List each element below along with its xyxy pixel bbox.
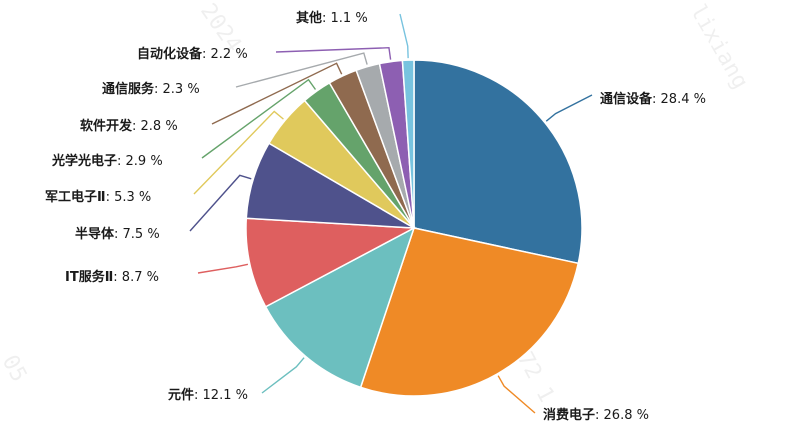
pie-slice: [401, 59, 415, 229]
watermark-left-bottom: 05: [0, 351, 31, 386]
leader-line: [261, 357, 305, 394]
leader-line: [211, 62, 343, 125]
leader-line: [497, 375, 536, 414]
slice-labels: 通信设备: 28.4 % 消费电子: 26.8 % 元件: 12.1 % IT服务Ⅱ:…: [45, 10, 706, 423]
leader-line: [545, 94, 593, 122]
pie-slice: [413, 59, 583, 265]
slice-label: 半导体: 7.5 %: [75, 226, 160, 242]
slice-label: 光学光电子: 2.9 %: [51, 153, 163, 169]
leader-line: [197, 263, 249, 274]
leader-line: [201, 78, 317, 159]
slice-label: 通信服务: 2.3 %: [102, 81, 200, 97]
slice-label: 软件开发: 2.8 %: [80, 118, 178, 134]
pie-slice: [245, 217, 417, 308]
leader-line: [399, 13, 409, 59]
pie-slice: [264, 226, 416, 389]
slice-label: 元件: 12.1 %: [168, 387, 248, 403]
slice-label: 通信设备: 28.4 %: [600, 91, 706, 107]
leader-line: [275, 47, 392, 60]
slice-label: 消费电子: 26.8 %: [543, 407, 649, 423]
slice-label: 其他: 1.1 %: [296, 10, 368, 26]
leader-lines: [189, 13, 593, 414]
pie-slices: [245, 59, 583, 397]
pie-slice: [359, 227, 580, 397]
watermark-right-top: lixiang: [685, 1, 753, 94]
leader-line: [189, 174, 252, 232]
slice-label: 自动化设备: 2.2 %: [137, 46, 248, 62]
leader-line: [193, 110, 284, 195]
leader-line: [235, 52, 368, 88]
slice-label: IT服务Ⅱ: 8.7 %: [65, 269, 159, 285]
slice-label: 军工电子Ⅱ: 5.3 %: [45, 189, 151, 205]
